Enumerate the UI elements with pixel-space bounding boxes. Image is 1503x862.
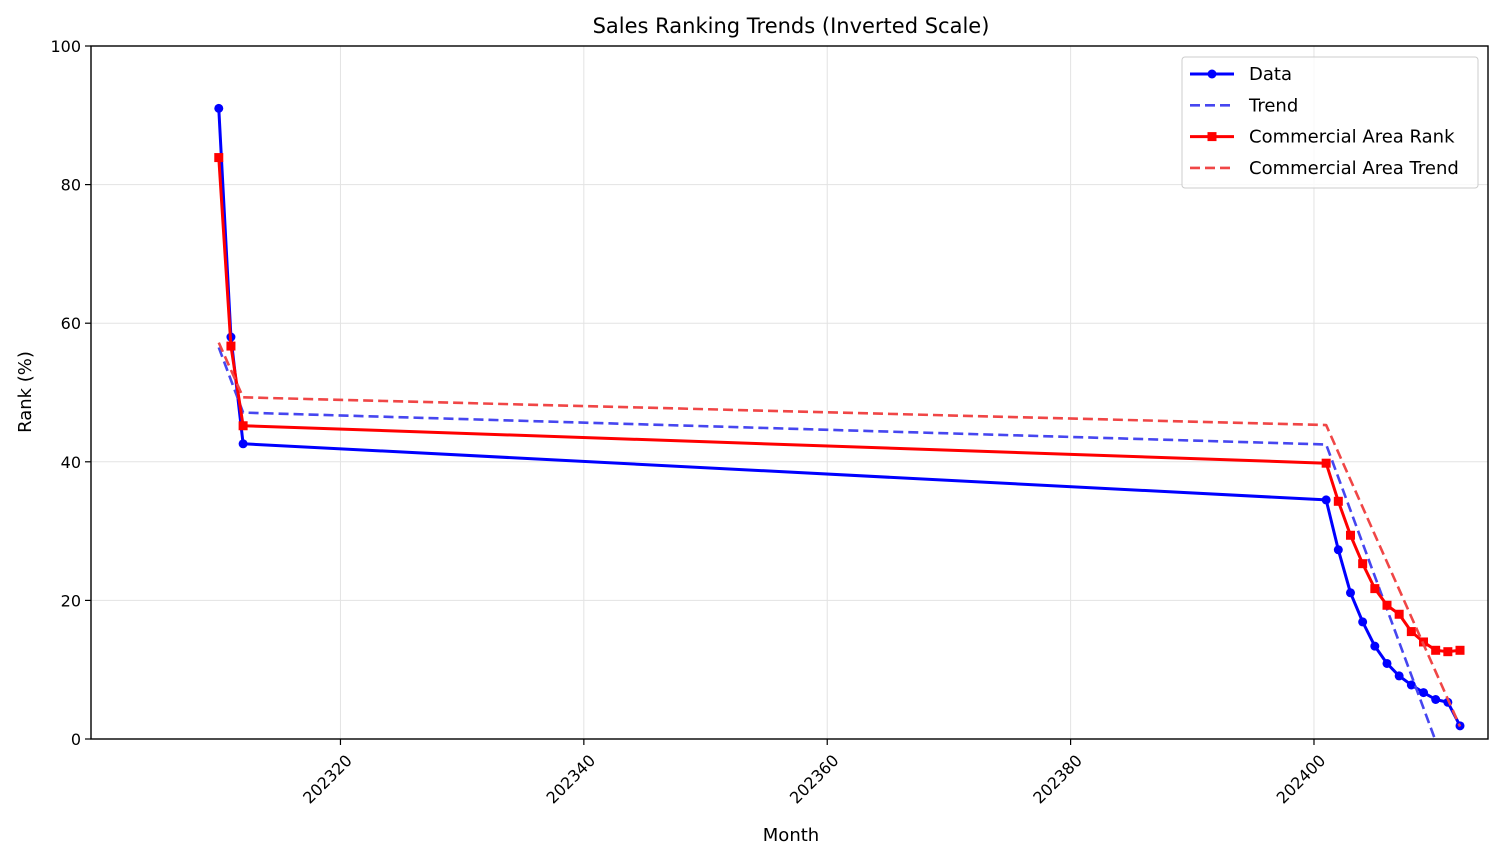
plot-frame	[90, 45, 1489, 740]
y-tick-label: 40	[61, 453, 81, 472]
data-point	[1358, 559, 1368, 569]
data-point	[1333, 545, 1343, 555]
legend-entry-2: Commercial Area Rank	[1190, 127, 1455, 148]
legend-entry-3: Commercial Area Trend	[1190, 158, 1459, 179]
data-point	[1370, 584, 1380, 594]
y-tick-label: 100	[50, 37, 81, 56]
data-point	[1321, 495, 1331, 505]
data-point	[214, 153, 224, 163]
data-point	[1345, 530, 1355, 540]
legend-entry-0: Data	[1190, 64, 1292, 85]
legend-box	[1181, 56, 1479, 189]
data-point	[1431, 694, 1441, 704]
data-point	[1382, 600, 1392, 610]
data-point	[1443, 647, 1453, 657]
x-axis-label: Month	[763, 825, 819, 846]
data-point	[1455, 645, 1465, 655]
y-tick-label: 20	[61, 591, 81, 610]
data-point	[1394, 609, 1404, 619]
data-point	[1431, 645, 1441, 655]
legend-marker	[1207, 132, 1217, 142]
series-line	[217, 347, 1437, 739]
legend-label: Commercial Area Trend	[1249, 158, 1459, 179]
data-point	[1406, 627, 1416, 637]
data-point	[1370, 641, 1380, 651]
data-point	[1333, 496, 1343, 506]
legend: Data Trend Commercial Area Rank Commercial …	[1181, 56, 1479, 189]
legend-label: Data	[1249, 64, 1292, 85]
legend-label: Commercial Area Rank	[1249, 127, 1455, 148]
y-tick-label: 60	[61, 314, 81, 333]
data-point	[1406, 680, 1416, 690]
legend-entry-1: Trend	[1190, 95, 1298, 116]
y-tick-label: 80	[61, 176, 81, 195]
data-point	[238, 439, 248, 449]
series-3	[217, 342, 1462, 728]
series-2	[214, 153, 1465, 657]
grid	[91, 45, 1488, 740]
data-point	[238, 421, 248, 431]
data-point	[226, 341, 236, 351]
y-axis-label: Rank (%)	[15, 351, 36, 433]
data-point	[1382, 658, 1392, 668]
data-point	[1419, 688, 1429, 698]
data-point	[1345, 588, 1355, 598]
data-point	[214, 103, 224, 113]
chart-title: Sales Ranking Trends (Inverted Scale)	[593, 14, 990, 38]
data-point	[1358, 617, 1368, 627]
series-1	[217, 347, 1437, 739]
legend-marker	[1207, 69, 1217, 79]
y-tick-label: 0	[71, 730, 81, 749]
series-0	[214, 103, 1465, 731]
legend-label: Trend	[1248, 95, 1298, 116]
data-point	[1394, 671, 1404, 681]
series-layer	[214, 103, 1465, 739]
data-point	[1321, 458, 1331, 468]
series-line	[217, 342, 1462, 728]
